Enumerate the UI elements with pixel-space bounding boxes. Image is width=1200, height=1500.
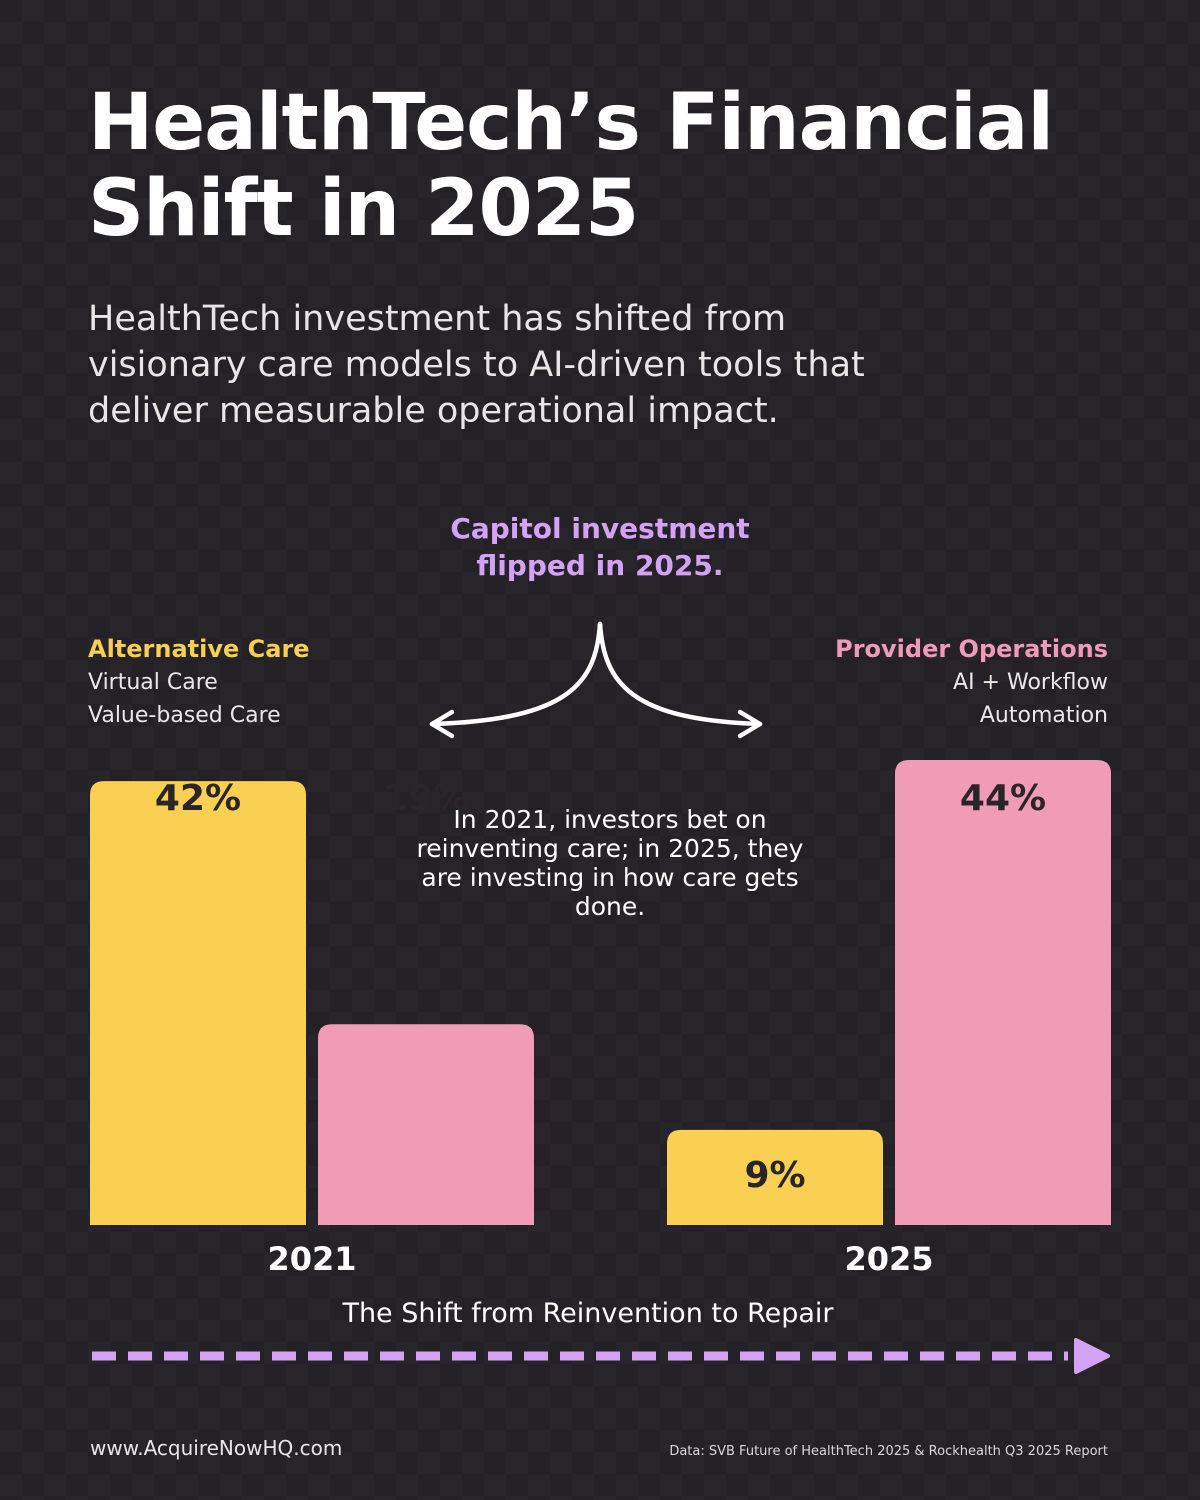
bar-chart: 42% 19% 2021 9% 44% 2025 xyxy=(90,760,1111,1278)
legend-left-title: Alternative Care xyxy=(88,635,310,663)
title-line-2: Shift in 2025 xyxy=(88,164,639,254)
callout: Capitol investment flipped in 2025. xyxy=(400,510,800,584)
data-label-alternative-care-2021: 42% xyxy=(155,778,241,819)
legend-right-line-1: AI + Workflow xyxy=(953,670,1108,695)
bar-alternative-care-2025 xyxy=(667,1129,883,1225)
title-line-1: HealthTech’s Financial xyxy=(88,78,1054,168)
x-tick-label-2025: 2025 xyxy=(844,1240,933,1278)
data-source: Data: SVB Future of HealthTech 2025 & Ro… xyxy=(669,1444,1108,1459)
callout-line-1: Capitol investment xyxy=(450,512,750,545)
legend-right-line-2: Automation xyxy=(979,703,1108,728)
subtitle: HealthTech investment has shifted from v… xyxy=(88,299,865,431)
shift-label: The Shift from Reinvention to Repair xyxy=(342,1298,834,1329)
legend-left-line-1: Virtual Care xyxy=(88,670,218,695)
bar-provider-operations-2025 xyxy=(895,760,1111,1225)
split-arrows-icon xyxy=(429,621,763,739)
callout-line-2: flipped in 2025. xyxy=(476,549,724,582)
legend-alternative-care: Alternative Care Virtual Care Value-base… xyxy=(88,632,310,732)
page-title: HealthTech’s Financial Shift in 2025 xyxy=(88,80,1148,252)
legend-left-line-2: Value-based Care xyxy=(88,703,281,728)
legend-right-title: Provider Operations xyxy=(835,635,1108,663)
data-label-provider-operations-2021: 19% xyxy=(383,778,469,819)
dashed-arrow-icon xyxy=(92,1338,1110,1374)
data-label-alternative-care-2025: 9% xyxy=(744,1155,805,1196)
website-link[interactable]: www.AcquireNowHQ.com xyxy=(90,1436,343,1460)
chart-note: In 2021, investors bet on reinventing ca… xyxy=(416,805,804,921)
bar-provider-operations-2021 xyxy=(318,1024,534,1225)
data-label-provider-operations-2025: 44% xyxy=(960,778,1046,819)
x-tick-label-2021: 2021 xyxy=(267,1240,356,1278)
legend-provider-operations: Provider Operations AI + Workflow Automa… xyxy=(835,632,1108,732)
bar-alternative-care-2021 xyxy=(90,781,306,1225)
